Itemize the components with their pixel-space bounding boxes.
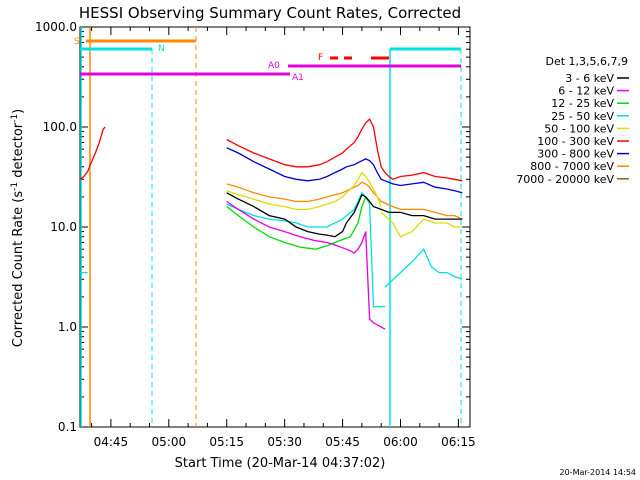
x-axis-label: Start Time (20-Mar-14 04:37:02) — [175, 456, 386, 471]
x-tick-label: 05:30 — [267, 435, 302, 449]
series-line-5 — [226, 118, 463, 182]
y-tick-label: 100.0 — [43, 120, 77, 134]
y-axis-ticks: 1000.0 100.0 10.0 1.0 0.1 — [35, 20, 470, 434]
legend-label: 100 - 300 keV — [537, 135, 614, 148]
chart-title: HESSI Observing Summary Count Rates, Cor… — [79, 4, 461, 22]
legend-label: 3 - 6 keV — [565, 72, 614, 85]
series-line-0 — [226, 192, 463, 238]
y-tick-label: 1000.0 — [35, 20, 77, 34]
series-line-6 — [226, 147, 463, 194]
x-axis-ticks: 04:45 05:00 05:15 05:30 05:45 06:00 06:15 — [91, 27, 476, 449]
series-line-7 — [226, 181, 463, 220]
y-tick-label: 10.0 — [50, 220, 77, 234]
series-line-3 — [384, 248, 463, 288]
legend-label: 300 - 800 keV — [537, 148, 614, 161]
x-tick-label: 05:45 — [325, 435, 360, 449]
y-axis-label: Corrected Count Rate (s-1 detector-1) — [10, 109, 26, 347]
state-label-a1: A1 — [292, 73, 304, 83]
y-tick-label: 0.1 — [58, 420, 77, 434]
x-tick-label: 06:15 — [441, 435, 476, 449]
legend-label: 6 - 12 keV — [558, 85, 614, 98]
x-tick-label: 06:00 — [383, 435, 418, 449]
plot-frame — [79, 26, 471, 428]
state-label-f: F — [318, 53, 323, 63]
legend-label: 50 - 100 keV — [544, 122, 614, 135]
x-tick-label: 05:00 — [152, 435, 187, 449]
series-lines — [79, 118, 463, 330]
legend-label: 800 - 7000 keV — [530, 160, 614, 173]
state-label-n: N — [158, 44, 165, 54]
series-line-4 — [380, 211, 463, 238]
state-label-s: S — [74, 37, 80, 47]
legend-label: 12 - 25 keV — [551, 97, 614, 110]
legend-label: 7000 - 20000 keV — [516, 173, 614, 186]
series-line-4 — [226, 171, 382, 211]
legend-title: Det 1,3,5,6,7,9 — [545, 55, 628, 68]
y-tick-label: 1.0 — [58, 320, 77, 334]
state-label-a0: A0 — [268, 61, 280, 71]
series-line-5 — [79, 126, 106, 180]
series-line-1 — [226, 200, 386, 330]
series-line-2 — [226, 195, 371, 250]
legend-label: 25 - 50 keV — [551, 110, 614, 123]
x-tick-label: 05:15 — [209, 435, 244, 449]
timestamp: 20-Mar-2014 14:54 — [560, 468, 637, 477]
attenuator-overlays: S N F A0 A1 — [74, 27, 462, 427]
x-tick-label: 04:45 — [94, 435, 129, 449]
series-line-3 — [226, 191, 385, 308]
